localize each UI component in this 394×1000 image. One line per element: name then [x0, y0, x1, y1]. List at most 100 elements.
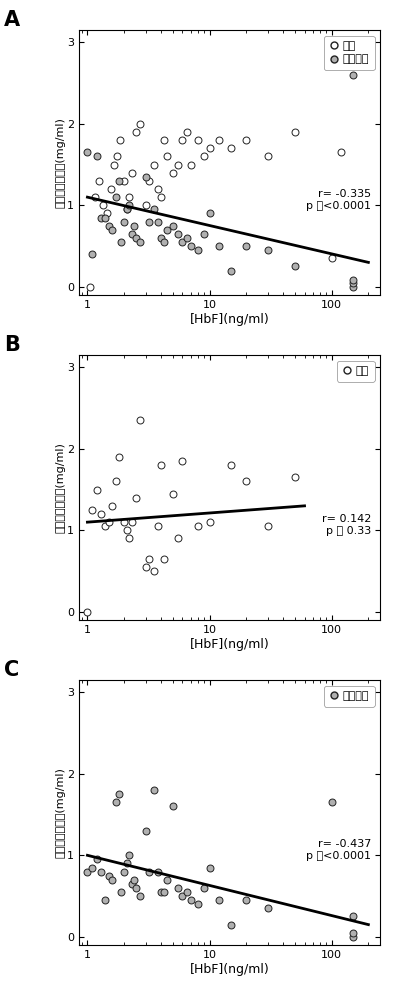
Point: [94, 851, 100, 867]
Point: [94, 482, 100, 498]
Point: [350, 272, 356, 288]
Point: [146, 551, 152, 567]
Point: [158, 457, 164, 473]
Point: [175, 226, 181, 242]
Y-axis label: ［结合珠蛋白］(mg/ml): ［结合珠蛋白］(mg/ml): [56, 767, 65, 858]
Point: [175, 157, 181, 173]
Point: [155, 864, 162, 880]
X-axis label: [HbF](ng/ml): [HbF](ng/ml): [190, 963, 269, 976]
Point: [243, 892, 249, 908]
Point: [169, 486, 176, 502]
Point: [292, 469, 298, 485]
Text: C: C: [4, 660, 19, 680]
Point: [188, 157, 194, 173]
Point: [92, 189, 98, 205]
Point: [109, 498, 115, 514]
X-axis label: [HbF](ng/ml): [HbF](ng/ml): [190, 638, 269, 651]
Point: [128, 165, 135, 181]
Point: [137, 888, 143, 904]
Point: [114, 148, 120, 164]
Text: B: B: [4, 335, 20, 355]
Point: [112, 473, 119, 489]
Point: [179, 132, 186, 148]
Point: [206, 514, 213, 530]
Point: [126, 847, 132, 863]
Point: [126, 530, 132, 546]
Point: [108, 181, 114, 197]
Point: [175, 880, 181, 896]
Legend: 对照, 子疫前期: 对照, 子疫前期: [324, 36, 375, 70]
Point: [137, 412, 143, 428]
Point: [84, 864, 91, 880]
Text: r= -0.437
p 値<0.0001: r= -0.437 p 値<0.0001: [306, 839, 371, 861]
Point: [164, 222, 170, 238]
Point: [89, 246, 96, 262]
Point: [106, 868, 112, 884]
Point: [188, 892, 194, 908]
Point: [131, 218, 137, 234]
Point: [158, 884, 164, 900]
Point: [146, 214, 152, 230]
Point: [102, 518, 108, 534]
Text: A: A: [4, 10, 20, 30]
Point: [195, 518, 201, 534]
Point: [160, 884, 167, 900]
Point: [206, 140, 213, 156]
Point: [146, 864, 152, 880]
Point: [243, 132, 249, 148]
Point: [124, 201, 130, 217]
Point: [160, 234, 167, 250]
Point: [151, 782, 157, 798]
Point: [115, 449, 122, 465]
Point: [243, 238, 249, 254]
Point: [206, 205, 213, 221]
Point: [175, 530, 181, 546]
Point: [126, 189, 132, 205]
Point: [169, 218, 176, 234]
Point: [115, 786, 122, 802]
Point: [292, 124, 298, 140]
Point: [89, 860, 96, 876]
Point: [106, 218, 112, 234]
Point: [184, 884, 190, 900]
Point: [100, 197, 106, 213]
Point: [164, 148, 170, 164]
Point: [98, 506, 104, 522]
Point: [124, 522, 130, 538]
Point: [143, 169, 149, 185]
Point: [329, 250, 335, 266]
Point: [121, 864, 127, 880]
Point: [131, 872, 137, 888]
Point: [106, 514, 112, 530]
Point: [184, 230, 190, 246]
Point: [155, 518, 162, 534]
Point: [201, 148, 207, 164]
Point: [124, 201, 130, 217]
Point: [228, 263, 234, 279]
Point: [228, 140, 234, 156]
Point: [265, 242, 271, 258]
Point: [121, 514, 127, 530]
Point: [151, 201, 157, 217]
Point: [84, 604, 91, 620]
Point: [112, 189, 119, 205]
Point: [184, 124, 190, 140]
Y-axis label: ［结合珠蛋白］(mg/ml): ［结合珠蛋白］(mg/ml): [56, 117, 65, 208]
Point: [151, 563, 157, 579]
Point: [350, 275, 356, 291]
Point: [118, 884, 125, 900]
Point: [111, 157, 117, 173]
Point: [109, 222, 115, 238]
Point: [133, 880, 139, 896]
Point: [265, 148, 271, 164]
Point: [195, 132, 201, 148]
Point: [115, 173, 122, 189]
Point: [151, 157, 157, 173]
Point: [117, 132, 123, 148]
Point: [338, 144, 344, 160]
Text: r= 0.142
p 値 0.33: r= 0.142 p 値 0.33: [322, 514, 371, 536]
Point: [350, 929, 356, 945]
Point: [128, 514, 135, 530]
Point: [104, 205, 110, 221]
Point: [216, 238, 222, 254]
